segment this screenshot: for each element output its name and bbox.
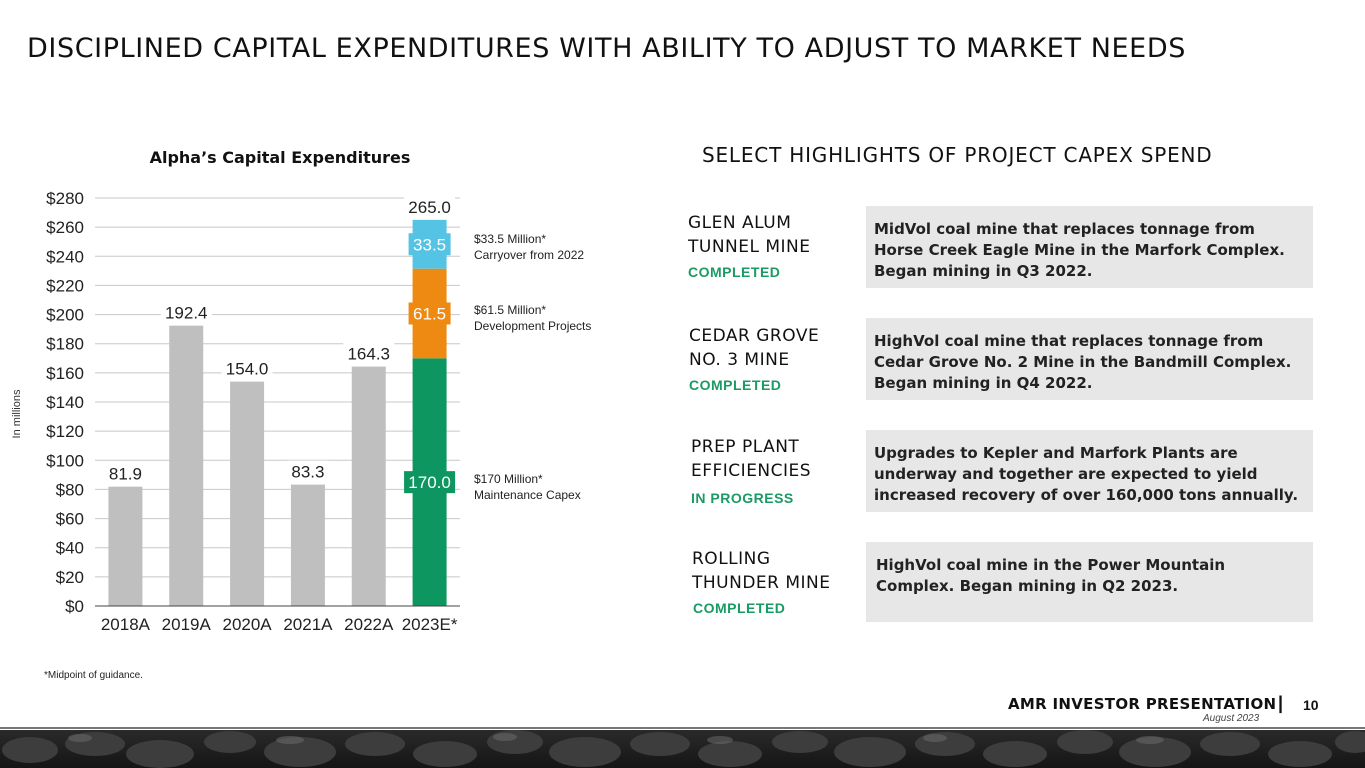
y-tick-label: $260 bbox=[46, 218, 84, 237]
y-tick-label: $280 bbox=[46, 189, 84, 208]
x-tick-label: 2021A bbox=[283, 615, 333, 634]
annotation-maintenance: $170 Million* Maintenance Capex bbox=[474, 471, 581, 503]
annotation-carryover-amount: $33.5 Million* bbox=[474, 232, 547, 246]
y-tick-label: $160 bbox=[46, 364, 84, 383]
highlights-heading: SELECT HIGHLIGHTS OF PROJECT CAPEX SPEND bbox=[702, 143, 1213, 167]
segment-label-bg bbox=[408, 302, 451, 325]
value-label-bg bbox=[221, 357, 273, 380]
highlight-glen-alum-description: MidVol coal mine that replaces tonnage f… bbox=[866, 206, 1313, 288]
y-tick-label: $120 bbox=[46, 422, 84, 441]
page-number: 10 bbox=[1303, 697, 1319, 713]
footer-brand: AMR INVESTOR PRESENTATION bbox=[1008, 695, 1277, 713]
highlight-cedar-grove-name: CEDAR GROVE NO. 3 MINE bbox=[689, 326, 820, 370]
value-label-bg bbox=[160, 301, 212, 324]
y-tick-label: $0 bbox=[65, 597, 84, 616]
value-label-bg bbox=[104, 462, 147, 485]
highlight-rolling-thunder-name: ROLLING THUNDER MINE bbox=[692, 549, 831, 593]
capex-bar-chart: $0 $20 $40 $60 $80 $100 $120 $140 $160 $180 $200 $2… bbox=[46, 189, 460, 634]
highlight-rolling-thunder-status: COMPLETED bbox=[693, 600, 786, 616]
y-tick-label: $140 bbox=[46, 393, 84, 412]
y-tick-label: $20 bbox=[56, 568, 84, 587]
y-tick-label: $60 bbox=[56, 510, 84, 529]
segment-value-label: 33.5 bbox=[413, 235, 446, 254]
value-label-bg bbox=[404, 195, 456, 218]
y-tick-label: $240 bbox=[46, 247, 84, 266]
x-tick-label: 2018A bbox=[101, 615, 151, 634]
bar-2021a bbox=[290, 484, 325, 606]
segment-label-bg bbox=[404, 471, 456, 494]
bar-value-label: 81.9 bbox=[109, 465, 142, 484]
annotation-development-label: Development Projects bbox=[474, 319, 592, 333]
y-tick-label: $40 bbox=[56, 539, 84, 558]
value-label-bg bbox=[343, 342, 395, 365]
bar-2019a bbox=[169, 325, 204, 606]
x-tick-label: 2019A bbox=[162, 615, 212, 634]
footer-date: August 2023 bbox=[1203, 713, 1260, 724]
x-tick-label: 2022A bbox=[344, 615, 394, 634]
annotation-development: $61.5 Million* Development Projects bbox=[474, 302, 591, 334]
chart-title: Alpha’s Capital Expenditures bbox=[149, 148, 411, 167]
annotation-maintenance-amount: $170 Million* bbox=[474, 472, 543, 486]
segment-label-bg bbox=[408, 233, 451, 256]
bar-value-label: 83.3 bbox=[291, 463, 324, 482]
bar-value-label: 265.0 bbox=[408, 198, 451, 217]
bar-value-label: 192.4 bbox=[165, 304, 208, 323]
footer-divider bbox=[0, 727, 1365, 729]
value-label-bg bbox=[286, 460, 329, 483]
page-title: DISCIPLINED CAPITAL EXPENDITURES WITH AB… bbox=[27, 33, 1186, 64]
highlight-prep-plant-name: PREP PLANT EFFICIENCIES bbox=[691, 437, 812, 481]
bar-value-label: 164.3 bbox=[347, 345, 390, 364]
bar-value-label: 154.0 bbox=[226, 360, 269, 379]
highlight-glen-alum-status: COMPLETED bbox=[688, 264, 781, 280]
segment-value-label: 170.0 bbox=[408, 473, 451, 492]
highlight-cedar-grove-description: HighVol coal mine that replaces tonnage … bbox=[866, 318, 1313, 400]
coal-texture bbox=[2, 730, 1365, 768]
y-tick-label: $180 bbox=[46, 335, 84, 354]
highlight-glen-alum-name: GLEN ALUM TUNNEL MINE bbox=[688, 213, 811, 257]
annotation-maintenance-label: Maintenance Capex bbox=[474, 488, 581, 502]
annotation-carryover-label: Carryover from 2022 bbox=[474, 248, 585, 262]
y-tick-label: $200 bbox=[46, 306, 84, 325]
x-tick-label: 2023E* bbox=[402, 615, 458, 634]
y-tick-label: $100 bbox=[46, 451, 84, 470]
segment-value-label: 61.5 bbox=[413, 304, 446, 323]
highlight-prep-plant-description: Upgrades to Kepler and Marfork Plants ar… bbox=[866, 430, 1313, 512]
highlight-cedar-grove-status: COMPLETED bbox=[689, 377, 782, 393]
bar-2022a bbox=[351, 366, 386, 606]
footer-separator: | bbox=[1278, 693, 1284, 713]
coal-image-strip bbox=[0, 730, 1365, 768]
y-tick-label: $80 bbox=[56, 480, 84, 499]
y-tick-label: $220 bbox=[46, 276, 84, 295]
x-tick-label: 2020A bbox=[222, 615, 272, 634]
annotation-development-amount: $61.5 Million* bbox=[474, 303, 547, 317]
highlight-prep-plant-status: IN PROGRESS bbox=[691, 490, 794, 506]
bar-2020a bbox=[230, 381, 265, 606]
annotation-carryover: $33.5 Million* Carryover from 2022 bbox=[474, 231, 584, 263]
bar-2018a bbox=[108, 486, 143, 606]
highlight-rolling-thunder-description: HighVol coal mine in the Power Mountain … bbox=[866, 542, 1313, 622]
footnote: *Midpoint of guidance. bbox=[44, 670, 143, 681]
